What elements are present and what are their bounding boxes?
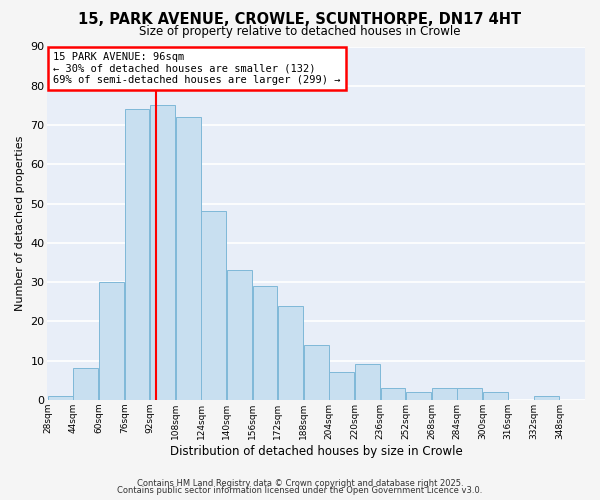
Text: 15 PARK AVENUE: 96sqm
← 30% of detached houses are smaller (132)
69% of semi-det: 15 PARK AVENUE: 96sqm ← 30% of detached … [53,52,340,85]
Bar [125,110,149,400]
Bar [380,388,406,400]
Bar [99,282,124,400]
Bar [48,396,73,400]
Y-axis label: Number of detached properties: Number of detached properties [15,136,25,311]
Bar [304,345,329,400]
Bar [150,106,175,400]
Bar [534,396,559,400]
Bar [457,388,482,400]
Bar [329,372,354,400]
Bar [202,212,226,400]
Bar [432,388,457,400]
Bar [227,270,252,400]
Text: Size of property relative to detached houses in Crowle: Size of property relative to detached ho… [139,25,461,38]
Bar [253,286,277,400]
Bar [355,364,380,400]
Text: Contains public sector information licensed under the Open Government Licence v3: Contains public sector information licen… [118,486,482,495]
Bar [278,306,303,400]
X-axis label: Distribution of detached houses by size in Crowle: Distribution of detached houses by size … [170,444,463,458]
Bar [176,117,200,400]
Text: Contains HM Land Registry data © Crown copyright and database right 2025.: Contains HM Land Registry data © Crown c… [137,478,463,488]
Bar [406,392,431,400]
Bar [483,392,508,400]
Bar [73,368,98,400]
Text: 15, PARK AVENUE, CROWLE, SCUNTHORPE, DN17 4HT: 15, PARK AVENUE, CROWLE, SCUNTHORPE, DN1… [79,12,521,28]
